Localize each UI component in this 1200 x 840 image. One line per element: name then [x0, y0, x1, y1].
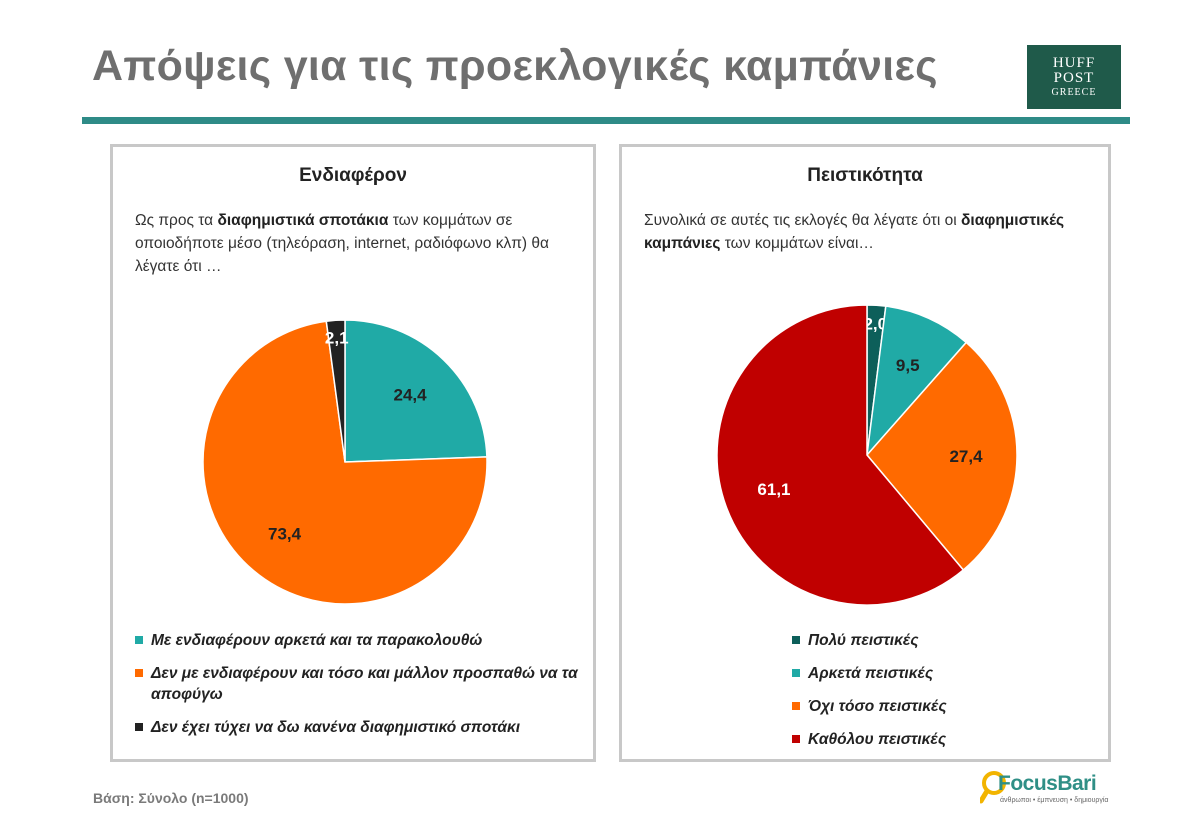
- legend-1-item-0: Πολύ πειστικές: [792, 630, 1092, 651]
- legend-1-label-3: Καθόλου πειστικές: [808, 731, 947, 748]
- pie-0-label-0: 24,4: [394, 386, 428, 405]
- interest-pie-chart: 24,4 73,4 2,1: [202, 319, 488, 605]
- base-note: Βάση: Σύνολο (n=1000): [93, 790, 249, 806]
- persuasiveness-pie-chart: 2,0 9,5 27,4 61,1: [716, 304, 1018, 606]
- pie-0-label-2: 2,1: [325, 328, 349, 347]
- legend-0-swatch-0: [135, 636, 143, 644]
- legend-1-label-2: Όχι τόσο πειστικές: [808, 698, 947, 715]
- interest-question: Ως προς τα διαφημιστικά σποτάκια των κομ…: [135, 209, 575, 278]
- pie-1-label-0: 2,0: [863, 314, 887, 333]
- interest-panel-title: Ενδιαφέρον: [299, 165, 407, 186]
- legend-0-label-2: Δεν έχει τύχει να δω κανένα διαφημιστικό…: [151, 719, 521, 736]
- legend-0-swatch-2: [135, 723, 143, 731]
- focusbari-tagline: άνθρωποι • έμπνευση • δημιουργία: [1000, 797, 1109, 804]
- persuasiveness-panel-title: Πειστικότητα: [807, 165, 923, 186]
- pie-0-slice-2: [325, 319, 346, 463]
- legend-1-swatch-0: [792, 636, 800, 644]
- pie-1-label-1: 9,5: [896, 356, 920, 375]
- page-title: Απόψεις για τις προεκλογικές καμπάνιες: [92, 42, 938, 90]
- persuasiveness-question-bold: διαφημιστικές καμπάνιες: [644, 212, 1065, 252]
- pie-1-label-2: 27,4: [949, 447, 983, 466]
- pie-1-slice-3: [716, 304, 965, 606]
- pie-0-slice-0: [344, 319, 488, 463]
- pie-0-slice-1: [202, 320, 488, 605]
- pie-1-slice-1: [865, 305, 968, 458]
- persuasiveness-question: Συνολικά σε αυτές τις εκλογές θα λέγατε …: [644, 209, 1090, 255]
- legend-1-item-2: Όχι τόσο πειστικές: [792, 696, 1092, 717]
- focusbari-brand: FocusBari: [998, 772, 1097, 795]
- pie-1-slice-2: [866, 341, 1018, 572]
- legend-0-item-1: Δεν με ενδιαφέρουν και τόσο και μάλλον π…: [135, 663, 585, 705]
- legend-0-swatch-1: [135, 669, 143, 677]
- legend-1-swatch-1: [792, 669, 800, 677]
- legend-0-label-0: Με ενδιαφέρουν αρκετά και τα παρακολουθώ: [151, 632, 483, 649]
- interest-question-pre: Ως προς τα: [135, 212, 218, 229]
- legend-1-swatch-2: [792, 702, 800, 710]
- focusbari-magnifier-icon: [980, 771, 1006, 804]
- persuasiveness-question-post: των κομμάτων είναι…: [720, 235, 874, 252]
- legend-0-item-0: Με ενδιαφέρουν αρκετά και τα παρακολουθώ: [135, 630, 585, 651]
- interest-panel: Ενδιαφέρον Ως προς τα διαφημιστικά σποτά…: [110, 144, 596, 762]
- persuasiveness-panel: Πειστικότητα Συνολικά σε αυτές τις εκλογ…: [619, 144, 1111, 762]
- huffpost-logo: HUFF POST GREECE: [1027, 45, 1121, 109]
- persuasiveness-legend: Πολύ πειστικές Αρκετά πειστικές Όχι τόσο π…: [792, 630, 1092, 750]
- legend-1-swatch-3: [792, 735, 800, 743]
- interest-legend: Με ενδιαφέρουν αρκετά και τα παρακολουθώ…: [135, 630, 585, 738]
- legend-1-item-3: Καθόλου πειστικές: [792, 729, 1092, 750]
- header-rule: [82, 117, 1130, 124]
- legend-1-item-1: Αρκετά πειστικές: [792, 663, 1092, 684]
- logo-line-3: GREECE: [1051, 87, 1097, 98]
- interest-question-bold: διαφημιστικά σποτάκια: [217, 212, 389, 229]
- legend-1-label-1: Αρκετά πειστικές: [808, 665, 934, 682]
- legend-0-label-1: Δεν με ενδιαφέρουν και τόσο και μάλλον π…: [151, 665, 578, 703]
- pie-0-label-1: 73,4: [268, 525, 302, 544]
- logo-line-2: POST: [1053, 70, 1095, 86]
- legend-1-label-0: Πολύ πειστικές: [808, 632, 919, 649]
- pie-1-label-3: 61,1: [757, 480, 790, 499]
- logo-line-1: HUFF: [1052, 55, 1096, 71]
- persuasiveness-question-pre: Συνολικά σε αυτές τις εκλογές θα λέγατε …: [644, 212, 962, 229]
- legend-0-item-2: Δεν έχει τύχει να δω κανένα διαφημιστικό…: [135, 717, 585, 738]
- interest-question-post: των κομμάτων σε οποιοδήποτε μέσο (τηλεόρ…: [135, 212, 549, 275]
